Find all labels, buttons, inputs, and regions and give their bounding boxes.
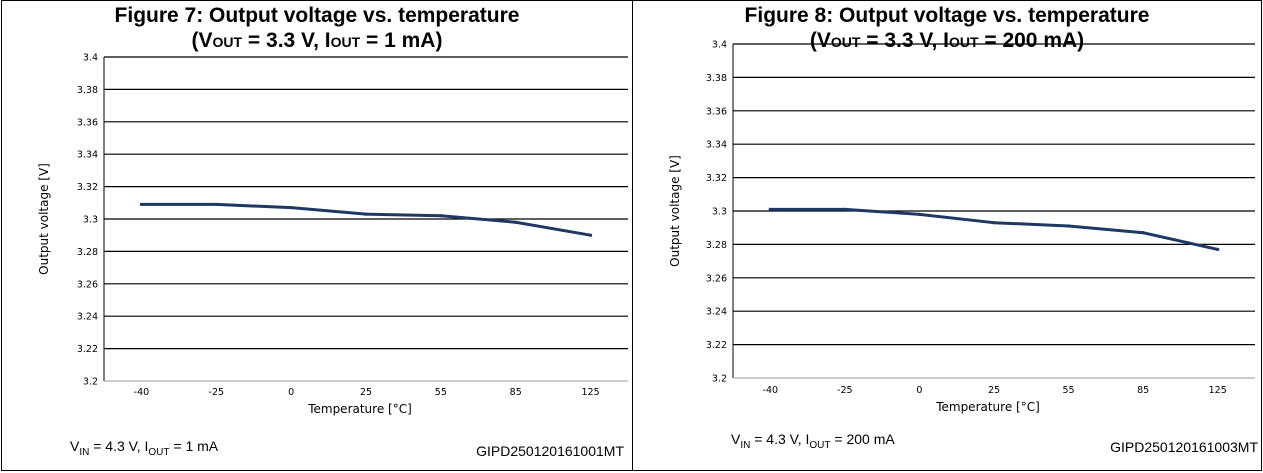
data-point — [992, 221, 996, 225]
y-tick-label: 3.34 — [77, 150, 98, 161]
figure-8-condition: VIN = 4.3 V, IOUT = 200 mA — [731, 431, 895, 451]
figure-7-panel: Figure 7: Output voltage vs. temperature… — [1, 0, 633, 471]
y-tick-label: 3.36 — [706, 106, 727, 117]
y-tick-label: 3.28 — [706, 240, 727, 251]
data-point — [917, 212, 922, 216]
data-point — [514, 220, 518, 224]
figure-7-title-line2: (VOUT = 3.3 V, IOUT = 1 mA) — [191, 29, 443, 52]
figure-8-title-line2: (VOUT = 3.3 V, IOUT = 200 mA) — [809, 29, 1085, 52]
y-tick-label: 3.38 — [77, 85, 98, 96]
x-axis-title: Temperature [°C] — [307, 402, 412, 416]
figure-8-code: GIPD250120161003MT — [1110, 439, 1258, 455]
data-point — [768, 207, 772, 211]
x-tick-label: -40 — [763, 385, 779, 396]
x-tick-label: 0 — [288, 387, 294, 398]
y-tick-label: 3.22 — [706, 340, 727, 351]
x-tick-label: 125 — [1209, 385, 1227, 396]
y-tick-label: 3.32 — [77, 182, 98, 193]
x-tick-label: 125 — [582, 387, 600, 398]
data-point — [439, 214, 443, 218]
series-line — [139, 202, 593, 237]
x-tick-label: -40 — [134, 387, 150, 398]
y-tick-label: 3.3 — [712, 207, 727, 218]
y-tick-label: 3.38 — [706, 73, 727, 84]
figure-7-code: GIPD250120161001MT — [476, 443, 624, 459]
x-tick-label: 85 — [1137, 385, 1149, 396]
x-tick-label: -25 — [837, 385, 853, 396]
y-tick-label: 3.4 — [712, 40, 727, 51]
y-tick-label: 3.24 — [77, 312, 98, 323]
y-tick-label: 3.24 — [706, 307, 727, 318]
y-tick-label: 3.28 — [77, 247, 98, 258]
series-line — [768, 207, 1220, 251]
y-tick-label: 3.32 — [706, 173, 727, 184]
y-tick-label: 3.26 — [77, 279, 98, 290]
figure-7-condition: VIN = 4.3 V, IOUT = 1 mA — [70, 438, 219, 458]
x-tick-label: 25 — [988, 385, 1000, 396]
y-tick-label: 3.2 — [83, 377, 98, 388]
data-point — [1141, 231, 1145, 235]
x-tick-label: 55 — [1063, 385, 1075, 396]
y-axis-title: Output voltage [V] — [37, 163, 51, 275]
x-tick-label: -25 — [209, 387, 225, 398]
data-point — [843, 207, 847, 211]
data-point — [1066, 224, 1071, 228]
figure-8-title: Figure 8: Output voltage vs. temperature… — [633, 3, 1261, 55]
y-tick-label: 3.2 — [712, 374, 727, 385]
figure-7-title: Figure 7: Output voltage vs. temperature… — [2, 3, 632, 55]
figure-8-title-line1: Figure 8: Output voltage vs. temperature — [744, 4, 1150, 27]
figure-8-chart: 3.4 3.38 3.36 3.34 3.32 3.3 3.28 3.26 3.24 3.22 3.… — [668, 40, 1255, 414]
x-tick-label: 0 — [916, 385, 922, 396]
data-point — [588, 233, 593, 237]
data-point — [289, 206, 293, 210]
x-axis-title: Temperature [°C] — [935, 400, 1040, 414]
data-point — [1216, 247, 1220, 252]
y-tick-label: 3.4 — [83, 53, 98, 64]
data-point — [214, 202, 218, 207]
y-tick-label: 3.3 — [83, 215, 98, 226]
x-tick-label: 25 — [360, 387, 372, 398]
figure-7-chart: 3.4 3.38 3.36 3.34 3.32 3.3 3.28 3.26 3.24 3.22 3.… — [37, 53, 628, 416]
y-tick-label: 3.22 — [77, 344, 98, 355]
data-point — [139, 202, 144, 207]
y-tick-label: 3.26 — [706, 273, 727, 284]
figure-8-panel: Figure 8: Output voltage vs. temperature… — [632, 0, 1262, 471]
y-tick-label: 3.36 — [77, 117, 98, 128]
figure-7-title-line1: Figure 7: Output voltage vs. temperature — [114, 4, 520, 27]
y-tick-label: 3.34 — [706, 140, 727, 151]
x-tick-label: 85 — [510, 387, 522, 398]
data-point — [364, 212, 368, 216]
x-tick-label: 55 — [435, 387, 447, 398]
y-axis-title: Output voltage [V] — [668, 155, 682, 267]
